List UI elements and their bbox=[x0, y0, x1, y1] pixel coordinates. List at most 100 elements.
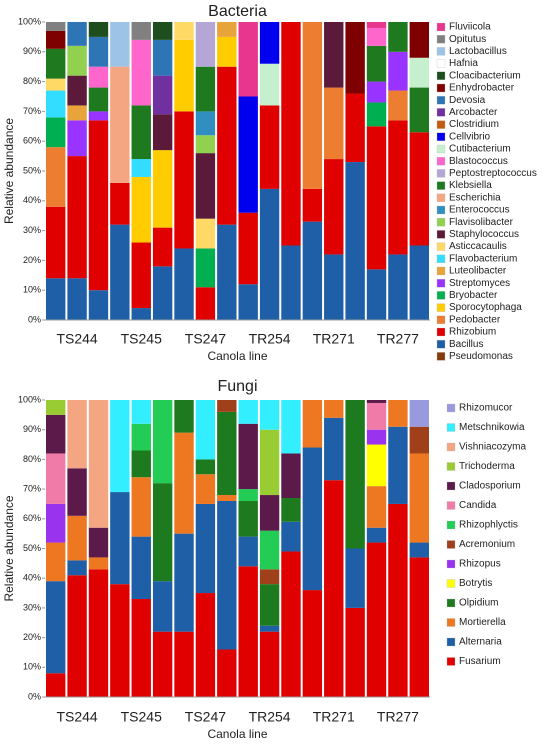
bar-segment bbox=[238, 500, 258, 537]
legend-swatch bbox=[446, 579, 456, 588]
bar-segment bbox=[388, 400, 408, 427]
legend-label: Fluviicola bbox=[449, 22, 491, 33]
legend-label: Metschnikowia bbox=[459, 422, 525, 433]
bar-segment bbox=[409, 453, 429, 543]
legend-label: Bryobacter bbox=[449, 290, 498, 301]
bar-segment bbox=[152, 150, 173, 228]
bar-segment bbox=[345, 162, 365, 320]
bar-segment bbox=[131, 400, 151, 424]
bar-segment bbox=[152, 266, 173, 320]
legend-swatch bbox=[446, 462, 456, 471]
legend-swatch bbox=[446, 657, 456, 666]
legend-label: Rhizomucor bbox=[459, 403, 513, 414]
bar-segment bbox=[259, 63, 280, 106]
bar-segment bbox=[131, 242, 151, 309]
x-tick-label: TR277 bbox=[377, 331, 419, 347]
bar-segment bbox=[88, 66, 109, 88]
legend-label: Mortierella bbox=[459, 617, 506, 628]
legend-swatch bbox=[436, 71, 446, 80]
legend-swatch bbox=[446, 423, 456, 432]
bar-segment bbox=[238, 284, 258, 320]
legend-swatch bbox=[446, 442, 456, 452]
y-tick-label: 40% bbox=[23, 195, 41, 205]
x-tick-label: TS247 bbox=[185, 709, 226, 725]
legend-label: Clostridium bbox=[449, 119, 499, 130]
bar-segment bbox=[388, 503, 408, 697]
legend-swatch bbox=[446, 637, 456, 647]
bar-segment bbox=[302, 22, 323, 189]
bar-segment bbox=[46, 581, 66, 674]
legend-swatch bbox=[436, 230, 446, 239]
bar-segment bbox=[131, 105, 151, 160]
legend-swatch bbox=[446, 501, 456, 510]
bar-segment bbox=[46, 30, 66, 49]
bar-segment bbox=[366, 102, 387, 127]
bar-segment bbox=[238, 566, 258, 697]
legend-label: Fusarium bbox=[459, 656, 501, 667]
bar-segment bbox=[238, 489, 258, 501]
x-tick-label: TS245 bbox=[121, 331, 162, 347]
bar-segment bbox=[88, 569, 109, 697]
bar-segment bbox=[409, 87, 429, 133]
bar-segment bbox=[345, 400, 365, 549]
bar-segment bbox=[131, 598, 151, 697]
bar-segment bbox=[67, 75, 87, 106]
y-tick-label: 50% bbox=[23, 165, 41, 175]
bar-segment bbox=[259, 188, 280, 320]
legend-label: Cellvibrio bbox=[449, 131, 491, 142]
bar-segment bbox=[46, 414, 66, 454]
bar-segment bbox=[366, 542, 387, 697]
bar-segment bbox=[259, 105, 280, 189]
bar-segment bbox=[67, 515, 87, 561]
legend-label: Acremonium bbox=[459, 539, 515, 550]
legend-swatch bbox=[436, 303, 446, 312]
x-tick-label: TR254 bbox=[249, 709, 291, 725]
legend-swatch bbox=[436, 315, 446, 324]
bar-segment bbox=[259, 625, 280, 632]
bar-segment bbox=[281, 498, 301, 522]
legend-swatch bbox=[446, 559, 456, 569]
legend-swatch bbox=[436, 340, 446, 349]
bar-segment bbox=[388, 22, 408, 52]
bar-segment bbox=[46, 278, 66, 320]
bar-segment bbox=[195, 474, 216, 504]
bar-segment bbox=[195, 135, 216, 154]
legend-label: Sporocytophaga bbox=[449, 302, 522, 313]
legend-swatch bbox=[436, 144, 446, 154]
bar-segment bbox=[345, 22, 365, 94]
bar-segment bbox=[131, 536, 151, 599]
bar-segment bbox=[366, 444, 387, 487]
legend-label: Hafnia bbox=[449, 58, 478, 69]
bar-segment bbox=[195, 503, 216, 594]
bar-segment bbox=[195, 248, 216, 288]
bar-segment bbox=[388, 51, 408, 91]
bar-segment bbox=[174, 533, 194, 632]
bar-segment bbox=[152, 114, 173, 151]
legend-label: Bacillus bbox=[449, 339, 483, 350]
bar-segment bbox=[46, 78, 66, 91]
bar-segment bbox=[324, 417, 344, 481]
legend-label: Olpidium bbox=[459, 598, 498, 609]
legend-swatch bbox=[436, 205, 446, 215]
bar-segment bbox=[110, 22, 130, 67]
bar-segment bbox=[195, 400, 216, 460]
legend-swatch bbox=[446, 598, 456, 608]
legend-swatch bbox=[446, 481, 456, 491]
legend-swatch bbox=[446, 540, 456, 549]
x-tick-label: TR254 bbox=[249, 331, 291, 347]
bar-segment bbox=[174, 432, 194, 534]
bar-segment bbox=[195, 22, 216, 67]
bar-segment bbox=[259, 400, 280, 430]
bar-segment bbox=[259, 631, 280, 697]
bar-segment bbox=[110, 584, 130, 697]
legend-label: Cloacibacterium bbox=[449, 70, 521, 81]
bar-segment bbox=[131, 477, 151, 537]
bar-segment bbox=[46, 206, 66, 279]
bar-segment bbox=[195, 287, 216, 320]
bar-segment bbox=[409, 22, 429, 58]
legend-swatch bbox=[436, 242, 446, 251]
bar-segment bbox=[88, 120, 109, 291]
legend-swatch bbox=[436, 279, 446, 288]
y-tick-label: 100% bbox=[18, 16, 41, 26]
bar-segment bbox=[46, 453, 66, 504]
